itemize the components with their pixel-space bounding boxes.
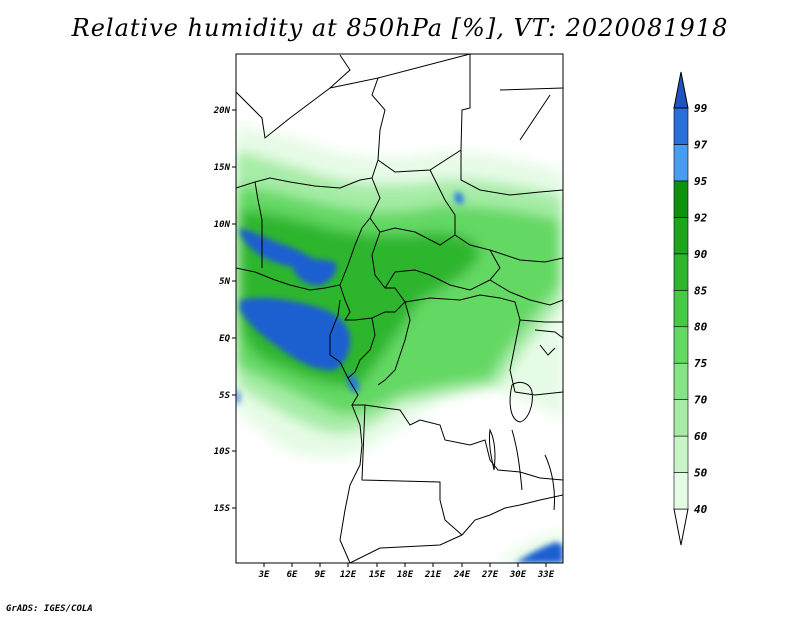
colorbar-label: 90	[694, 248, 708, 261]
lat-label: 5S	[219, 391, 230, 401]
colorbar-label: 75	[694, 357, 708, 370]
map-title: Relative humidity at 850hPa [%], VT: 202…	[71, 14, 729, 42]
colorbar-upper-arrow	[673, 71, 689, 109]
colorbar-segment	[673, 180, 689, 218]
colorbar-label: 97	[694, 138, 708, 151]
lon-label: 18E	[397, 570, 414, 580]
colorbar-label: 95	[694, 175, 708, 188]
lat-label: 15S	[214, 504, 231, 514]
lon-label: 15E	[369, 570, 386, 580]
lon-label: 6E	[287, 570, 298, 580]
colorbar-label: 85	[694, 284, 708, 297]
colorbar-segment	[673, 435, 689, 473]
colorbar-segment	[673, 144, 689, 182]
latitude-labels: 20N 15N 10N 5N EQ 5S 10S 15S	[213, 106, 231, 514]
lon-label: 3E	[258, 570, 270, 580]
colorbar-label: 92	[694, 211, 708, 224]
colorbar-segment	[673, 289, 689, 328]
lon-label: 27E	[481, 570, 499, 580]
colorbar-label: 50	[694, 467, 708, 480]
lat-label: 10S	[214, 447, 231, 457]
grads-credit: GrADS: IGES/COLA	[6, 604, 93, 614]
country-borders	[236, 54, 563, 563]
humidity-field	[236, 125, 563, 563]
lon-label: 21E	[424, 570, 442, 580]
colorbar-label: 40	[694, 503, 708, 516]
longitude-labels: 3E 6E 9E 12E 15E 18E 21E 24E 27E 30E 33E	[258, 570, 555, 580]
colorbar-segment	[673, 362, 689, 400]
lon-label: 33E	[537, 570, 555, 580]
colorbar-segment	[673, 217, 689, 255]
lon-label: 30E	[509, 570, 527, 580]
colorbar-segment	[673, 107, 689, 145]
colorbar-segment	[673, 326, 689, 364]
colorbar-label: 70	[694, 394, 708, 407]
colorbar-label: 60	[694, 430, 708, 443]
lon-label: 12E	[340, 570, 357, 580]
colorbar-lower-arrow	[673, 508, 689, 546]
colorbar: 40 50 60 70 75 80 85 90 92 95 97 99	[673, 71, 708, 546]
longitude-ticks	[263, 563, 547, 567]
lat-label: 20N	[213, 106, 231, 116]
colorbar-label: 80	[694, 321, 708, 334]
lon-label: 9E	[315, 570, 326, 580]
colorbar-segment	[673, 472, 689, 510]
lat-label: EQ	[219, 334, 230, 344]
colorbar-label: 99	[694, 102, 708, 115]
lat-label: 10N	[214, 220, 231, 230]
lat-label: 5N	[219, 277, 230, 287]
lat-label: 15N	[214, 163, 231, 173]
lon-label: 24E	[453, 570, 471, 580]
latitude-ticks	[232, 109, 236, 509]
colorbar-segment	[673, 399, 689, 437]
colorbar-segment	[673, 253, 689, 291]
map-frame	[235, 53, 564, 564]
